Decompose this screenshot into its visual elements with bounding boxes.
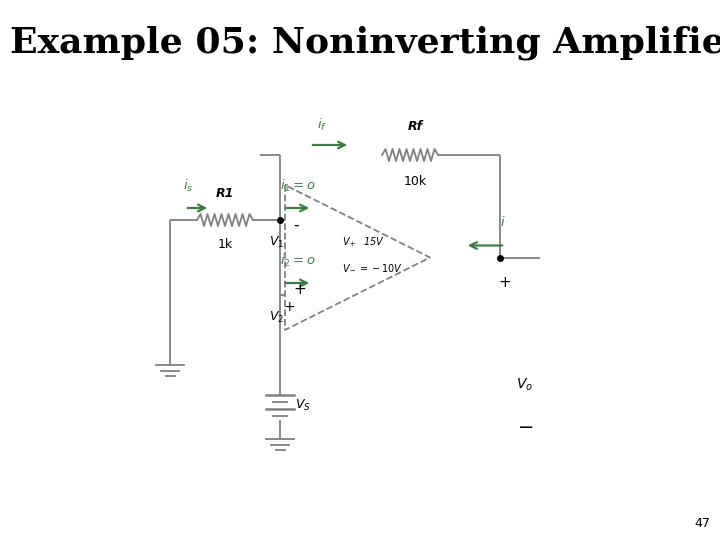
Text: Example 05: Noninverting Amplifier…: Example 05: Noninverting Amplifier…	[10, 25, 720, 59]
Text: 1k: 1k	[217, 238, 233, 251]
Text: $i_s$: $i_s$	[183, 178, 193, 194]
Text: +: +	[499, 275, 511, 290]
Text: $i_1 = o$: $i_1 = o$	[280, 178, 316, 194]
Text: $V_+$  15V: $V_+$ 15V	[343, 235, 386, 249]
Text: $i_f$: $i_f$	[317, 117, 327, 133]
Text: 47: 47	[694, 517, 710, 530]
Text: $V_2$: $V_2$	[269, 310, 284, 325]
Text: $i_2 = o$: $i_2 = o$	[280, 253, 316, 269]
Text: $V_S$: $V_S$	[295, 397, 311, 413]
Text: 10k: 10k	[403, 175, 426, 188]
Text: R1: R1	[216, 187, 234, 200]
Text: $V_1$: $V_1$	[269, 235, 284, 250]
Text: $-$: $-$	[517, 415, 533, 435]
Text: $i$: $i$	[500, 215, 506, 230]
Text: +: +	[283, 300, 294, 314]
Text: -: -	[293, 218, 299, 233]
Text: $V_-= -10V$: $V_-= -10V$	[343, 262, 403, 273]
Text: +: +	[293, 282, 306, 298]
Text: Rf: Rf	[408, 120, 423, 133]
Text: $V_o$: $V_o$	[516, 377, 534, 393]
